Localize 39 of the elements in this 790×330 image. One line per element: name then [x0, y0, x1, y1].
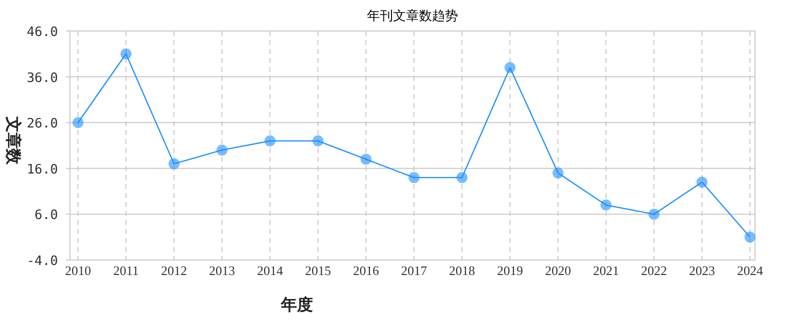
y-tick-label: -4.0 — [26, 254, 58, 269]
point — [696, 176, 708, 188]
x-tick-label: 2012 — [161, 263, 187, 278]
y-axis-title: 文章数 — [4, 116, 23, 166]
point — [216, 144, 228, 156]
point — [312, 135, 324, 146]
point — [456, 172, 468, 184]
y-tick-label: 36.0 — [26, 70, 58, 86]
x-tick-label: 2011 — [113, 263, 139, 278]
x-tick-label: 2023 — [689, 263, 715, 278]
x-tick-label: 2021 — [593, 263, 619, 278]
y-tick-label: 6.0 — [34, 208, 58, 224]
x-tick-label: 2015 — [305, 263, 331, 278]
point — [72, 117, 84, 128]
point — [120, 48, 132, 60]
point — [552, 167, 564, 178]
y-tick-label: 16.0 — [26, 162, 58, 178]
x-tick-label: 2013 — [209, 263, 235, 278]
point — [360, 154, 372, 165]
x-tick-label: 2016 — [353, 263, 380, 278]
y-tick-label: 26.0 — [26, 116, 58, 132]
point — [648, 208, 660, 220]
x-axis-title: 年度 — [280, 295, 313, 314]
x-tick-label: 2018 — [449, 263, 475, 278]
chart-title: 年刊文章数趋势 — [367, 9, 458, 24]
x-tick-label: 2010 — [65, 263, 91, 278]
point — [744, 232, 756, 243]
point — [408, 172, 420, 184]
point — [264, 135, 276, 146]
y-tick-label: 46.0 — [26, 25, 58, 40]
x-tick-label: 2017 — [401, 263, 428, 278]
x-tick-label: 2022 — [641, 263, 667, 278]
point — [504, 62, 516, 74]
x-tick-label: 2014 — [257, 263, 284, 278]
x-tick-label: 2024 — [737, 263, 764, 278]
point — [600, 200, 612, 211]
point — [168, 158, 180, 170]
x-tick-label: 2020 — [545, 263, 571, 278]
x-tick-label: 2019 — [497, 263, 523, 278]
